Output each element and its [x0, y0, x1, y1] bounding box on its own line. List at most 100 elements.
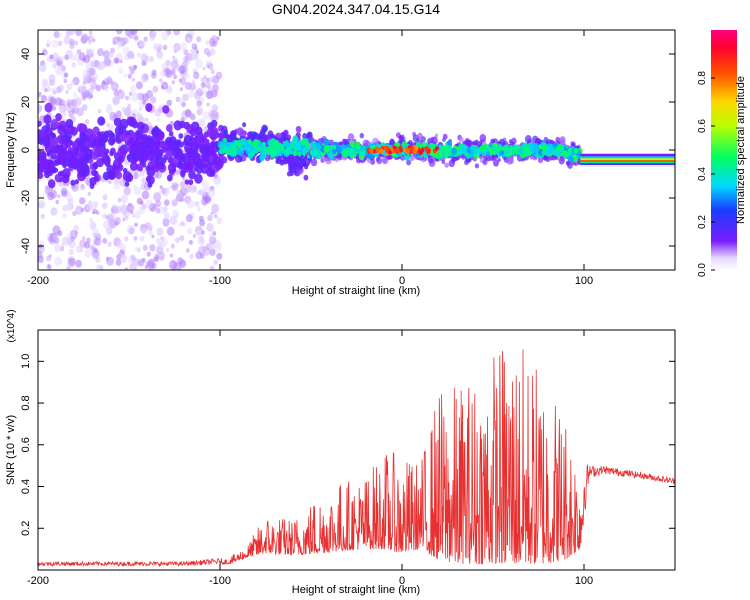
spectrogram-point [112, 181, 121, 190]
spectrogram-point [388, 150, 392, 155]
spectrogram-point [85, 47, 90, 52]
spectrogram-point [182, 93, 189, 102]
spectrogram-point [40, 213, 45, 219]
spectrogram-point [63, 78, 68, 84]
spectrogram-point [186, 199, 195, 209]
spectrogram-steady-band [580, 162, 675, 166]
spectrogram-point [188, 170, 196, 180]
spectrogram-point [458, 136, 464, 143]
spectrogram-point [231, 142, 236, 148]
spectrogram-point [72, 210, 77, 217]
spectrogram-point [47, 86, 52, 92]
spectrogram-point [358, 149, 365, 157]
spectrogram-point [133, 172, 139, 180]
spectrogram-point [149, 56, 154, 62]
spectrogram-point [178, 97, 184, 104]
spectrogram-point [106, 103, 112, 110]
spectrogram-point [381, 156, 389, 165]
spectrogram-point [486, 155, 492, 162]
spectrogram-point [189, 51, 198, 61]
spectrogram-point [41, 63, 45, 68]
spectrogram-point [57, 40, 63, 47]
spectrogram-point [124, 236, 129, 242]
spectrogram-point [434, 146, 439, 152]
spectrogram-point [84, 119, 90, 125]
spectrogram-point [199, 219, 206, 227]
spectrogram-point [577, 160, 581, 166]
spectrogram-points [38, 30, 675, 270]
spectrogram-point [110, 80, 115, 85]
spectrogram-point [303, 174, 309, 181]
spectrogram-point [187, 37, 191, 42]
spectrogram-point [68, 139, 73, 145]
spectrogram-point [188, 239, 193, 245]
spectrogram-point [132, 65, 137, 71]
spectrogram-point [205, 61, 210, 66]
spectrogram-point [178, 133, 184, 139]
spectrogram-point [152, 85, 159, 93]
spectrogram-point [199, 135, 206, 144]
spectrogram-point [173, 74, 178, 80]
spectrogram-point [153, 256, 157, 262]
spectrogram-point [473, 147, 480, 155]
spectrogram-point [162, 218, 170, 227]
spectrogram-point [151, 30, 157, 35]
spectrogram-point [392, 145, 397, 150]
spectrogram-point [295, 125, 302, 133]
spectrogram-point [178, 257, 182, 263]
spectrogram-y-tick-label: -20 [20, 190, 32, 206]
spectrogram-point [145, 103, 153, 112]
spectrogram-point [395, 147, 399, 153]
spectrogram-point [103, 158, 109, 164]
spectrogram-point [168, 185, 172, 190]
spectrogram-point [70, 80, 76, 86]
spectrogram-point [286, 143, 291, 148]
spectrogram-point [573, 157, 578, 162]
spectrogram-point [89, 221, 97, 230]
spectrogram-point [170, 243, 175, 249]
spectrogram-point [195, 58, 204, 69]
snr-x-tick-label: 100 [575, 575, 593, 587]
spectrogram-point [46, 159, 55, 169]
spectrogram-point [145, 135, 153, 144]
spectrogram-point [102, 220, 110, 229]
spectrogram-point [532, 147, 537, 153]
spectrogram-point [222, 146, 226, 151]
spectrogram-point [52, 105, 57, 111]
spectrogram-point [179, 120, 186, 129]
spectrogram-point [126, 116, 135, 126]
spectrogram-y-tick-label: 20 [20, 96, 32, 108]
spectrogram-point [205, 78, 212, 87]
spectrogram-point [190, 113, 196, 121]
spectrogram-point [216, 217, 223, 225]
spectrogram-point [257, 142, 261, 147]
spectrogram-point [80, 33, 89, 43]
spectrogram-point [106, 214, 114, 223]
spectrogram-point [196, 99, 203, 108]
colorbar-tick-label: 0.0 [697, 263, 708, 277]
spectrogram-point [60, 135, 67, 142]
spectrogram-point [169, 131, 174, 137]
spectrogram-point [165, 149, 173, 158]
spectrogram-point [178, 223, 182, 228]
spectrogram-point [75, 230, 79, 235]
spectrogram-point [171, 184, 177, 190]
spectrogram-point [117, 156, 124, 164]
spectrogram-point [200, 188, 206, 195]
spectrogram-point [89, 217, 94, 223]
spectrogram-point [75, 205, 83, 215]
spectrogram-point [153, 192, 162, 202]
spectrogram-point [62, 162, 67, 169]
spectrogram-point [178, 141, 184, 148]
spectrogram-point [139, 223, 148, 234]
spectrogram-point [93, 175, 99, 182]
spectrogram-point [74, 179, 79, 185]
snr-x-ticks: -200 -100 0 100 [27, 330, 593, 587]
spectrogram-point [430, 143, 436, 150]
spectrogram-point [80, 207, 85, 212]
spectrogram-point [242, 122, 247, 128]
spectrogram-point [289, 150, 294, 155]
spectrogram-point [150, 36, 154, 42]
spectrogram-y-tick-label: -40 [20, 238, 32, 254]
spectrogram-point [194, 200, 200, 207]
